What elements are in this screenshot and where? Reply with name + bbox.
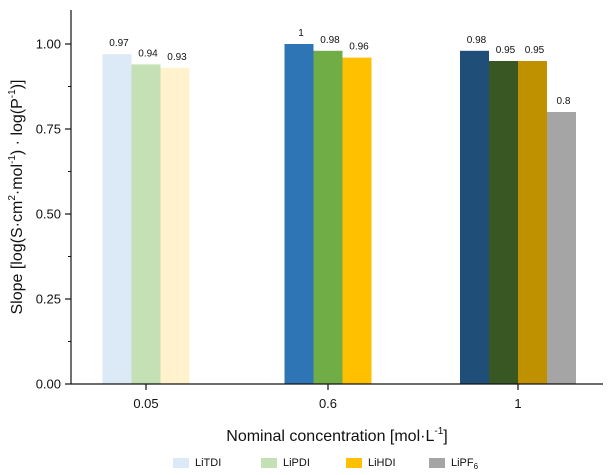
x-tick-label: 0.6 — [319, 396, 337, 411]
x-tick-label: 1 — [514, 396, 521, 411]
y-axis-title-part-4: )] — [9, 80, 26, 90]
legend-swatch — [346, 458, 362, 468]
y-tick-label: 1.00 — [36, 37, 61, 52]
y-tick-label: 0.75 — [36, 122, 61, 137]
legend-label-main: LiPDI — [283, 457, 310, 469]
data-label: 0.8 — [557, 96, 571, 107]
data-label: 0.94 — [138, 48, 158, 59]
legend-label-subscript: 6 — [474, 462, 479, 471]
legend-label: LiTDI — [195, 457, 221, 469]
legend-label-main: LiPF — [451, 457, 474, 469]
y-axis-title-sup-3: -1 — [7, 89, 18, 98]
legend-swatch — [173, 458, 189, 468]
data-label: 1 — [298, 28, 304, 39]
data-label: 0.98 — [320, 35, 340, 46]
bar-lihdi-0.6 — [342, 57, 372, 384]
legend-label-main: LiHDI — [368, 457, 396, 469]
bar-litdi-1 — [460, 50, 489, 385]
legend-swatch — [429, 458, 445, 468]
x-axis-title-tail: ] — [443, 428, 447, 445]
y-axis-title: Slope [log(S·cm2·mol-1) · log(P-1)] — [7, 80, 26, 315]
data-label: 0.93 — [167, 52, 187, 63]
y-tick-label: 0.50 — [36, 207, 61, 222]
y-axis-title-part-3: ) · log(P — [9, 98, 26, 155]
legend-label: LiPF6 — [451, 457, 479, 471]
x-axis-title-superscript: -1 — [434, 426, 443, 437]
bar-lipdi-0.05 — [131, 64, 161, 385]
data-label: 0.96 — [349, 42, 369, 53]
bar-litdi-0.6 — [284, 44, 314, 384]
plot-area: 0.97 1 0.98 0.94 0.98 0.95 0.93 0.96 0.95 0.8 0.00… — [36, 10, 603, 411]
bar-lihdi-0.05 — [160, 67, 190, 385]
y-axis-title-part-2: ·mol — [9, 164, 26, 195]
bar-litdi-0.05 — [102, 54, 132, 384]
y-tick-label: 0.00 — [36, 377, 61, 392]
bar-lihdi-1 — [518, 61, 547, 384]
y-axis-title-sup-2: -1 — [7, 155, 18, 164]
bar-lipdi-0.6 — [313, 50, 343, 385]
x-axis-title: Nominal concentration [mol·L-1] — [226, 426, 447, 445]
legend-label-main: LiTDI — [195, 457, 221, 469]
data-label: 0.95 — [496, 45, 516, 56]
x-tick-label: 0.05 — [133, 396, 158, 411]
y-axis-title-part-1: Slope [log(S·cm — [9, 201, 26, 315]
legend-swatch — [261, 458, 277, 468]
data-label: 0.97 — [109, 38, 129, 49]
legend-label: LiPDI — [283, 457, 310, 469]
legend-label: LiHDI — [368, 457, 396, 469]
y-tick-label: 0.25 — [36, 292, 61, 307]
bar-lipf6-1 — [547, 112, 576, 384]
legend: LiTDI LiPDI LiHDI LiPF6 — [173, 457, 479, 471]
bar-lipdi-1 — [489, 61, 518, 384]
data-label: 0.98 — [467, 35, 487, 46]
x-axis-title-main: Nominal concentration [mol·L — [226, 428, 434, 445]
data-label: 0.95 — [525, 45, 545, 56]
y-axis-title-sup-1: 2 — [7, 195, 18, 201]
